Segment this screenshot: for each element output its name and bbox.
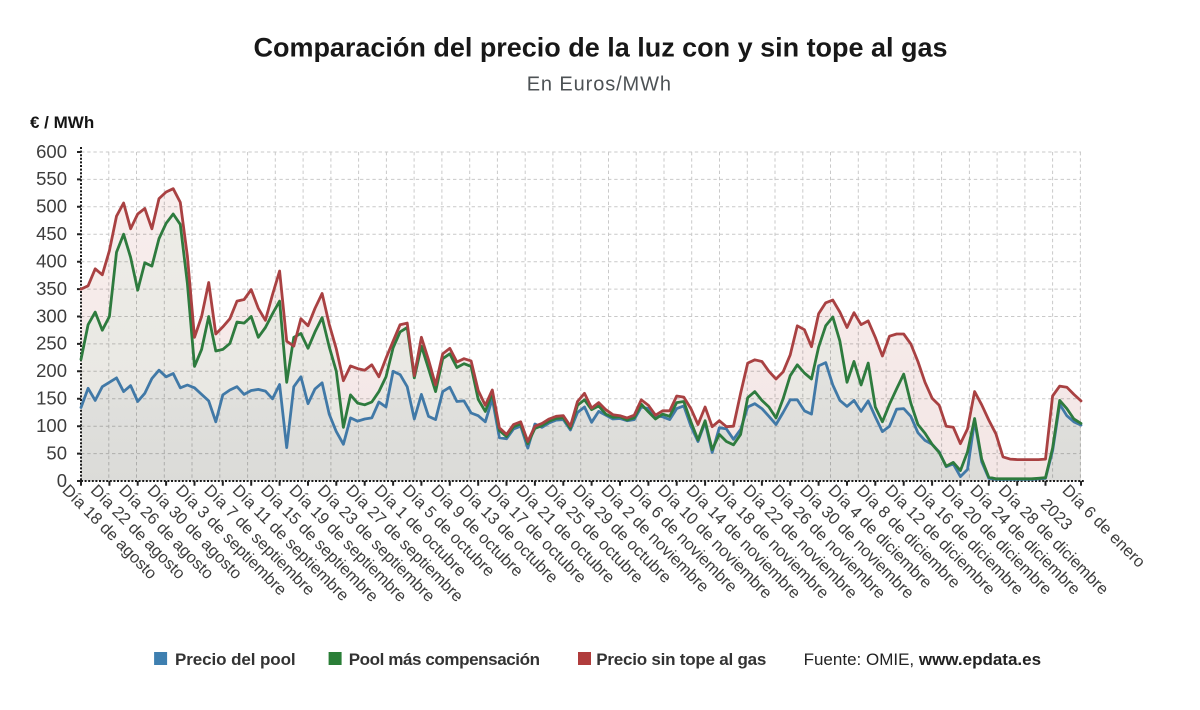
svg-text:0: 0 xyxy=(57,470,67,491)
svg-text:500: 500 xyxy=(36,196,67,217)
svg-text:200: 200 xyxy=(36,360,67,381)
svg-text:Pool más compensación: Pool más compensación xyxy=(349,650,540,669)
svg-text:550: 550 xyxy=(36,168,67,189)
svg-text:300: 300 xyxy=(36,305,67,326)
svg-text:Precio sin tope al gas: Precio sin tope al gas xyxy=(596,650,766,669)
svg-text:150: 150 xyxy=(36,388,67,409)
svg-text:€ / MWh: € / MWh xyxy=(30,113,94,132)
svg-text:400: 400 xyxy=(36,251,67,272)
svg-text:Comparación del precio de la l: Comparación del precio de la luz con y s… xyxy=(254,33,948,63)
svg-text:Fuente: OMIE, www.epdata.es: Fuente: OMIE, www.epdata.es xyxy=(804,650,1041,669)
svg-text:50: 50 xyxy=(46,442,67,463)
svg-text:En Euros/MWh: En Euros/MWh xyxy=(527,74,671,96)
svg-text:350: 350 xyxy=(36,278,67,299)
svg-text:450: 450 xyxy=(36,223,67,244)
svg-text:100: 100 xyxy=(36,415,67,436)
svg-text:250: 250 xyxy=(36,333,67,354)
svg-text:600: 600 xyxy=(36,141,67,162)
svg-text:Precio del pool: Precio del pool xyxy=(175,650,296,669)
